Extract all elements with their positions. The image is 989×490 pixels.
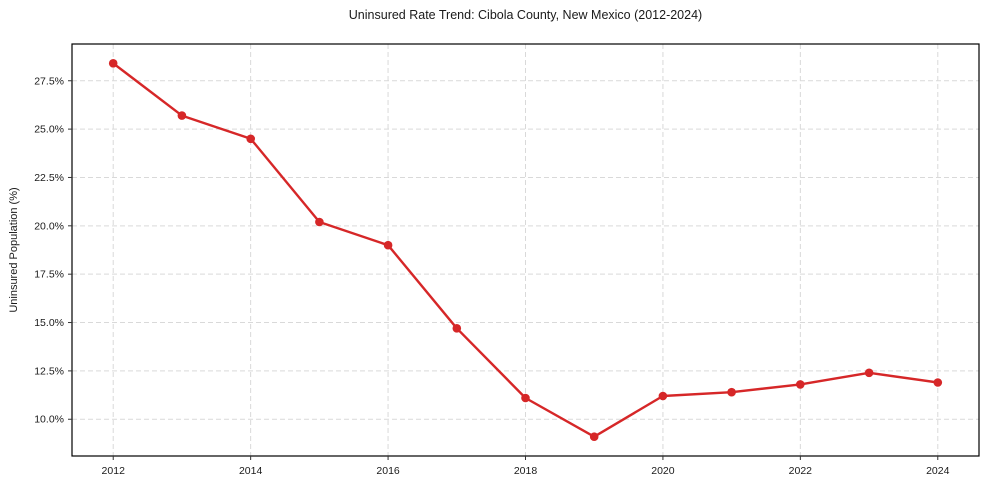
y-tick-label: 25.0% (34, 124, 64, 136)
data-point (796, 380, 805, 389)
x-tick-label: 2018 (514, 465, 538, 477)
data-point (246, 134, 255, 144)
data-point (521, 393, 530, 403)
data-point (933, 378, 943, 387)
y-tick-label: 27.5% (34, 75, 64, 87)
x-tick-label: 2024 (926, 465, 950, 477)
x-tick-label: 2016 (376, 465, 400, 477)
data-point (452, 324, 462, 333)
y-tick-label: 20.0% (34, 220, 64, 232)
data-point (177, 111, 187, 120)
x-tick-label: 2022 (789, 465, 813, 477)
data-point (589, 432, 599, 442)
x-tick-label: 2020 (651, 465, 675, 477)
chart-title: Uninsured Rate Trend: Cibola County, New… (348, 8, 703, 22)
data-point (864, 368, 874, 378)
data-point (315, 217, 324, 227)
data-point (727, 387, 736, 397)
data-point (658, 391, 668, 401)
data-point (383, 240, 393, 250)
y-tick-label: 15.0% (34, 317, 64, 329)
x-tick-label: 2012 (102, 465, 126, 477)
y-tick-label: 17.5% (34, 269, 64, 281)
y-tick-label: 10.0% (34, 414, 64, 426)
data-point (108, 59, 118, 68)
y-tick-label: 22.5% (34, 172, 64, 184)
x-tick-label: 2014 (239, 465, 263, 477)
y-tick-label: 12.5% (34, 365, 64, 377)
